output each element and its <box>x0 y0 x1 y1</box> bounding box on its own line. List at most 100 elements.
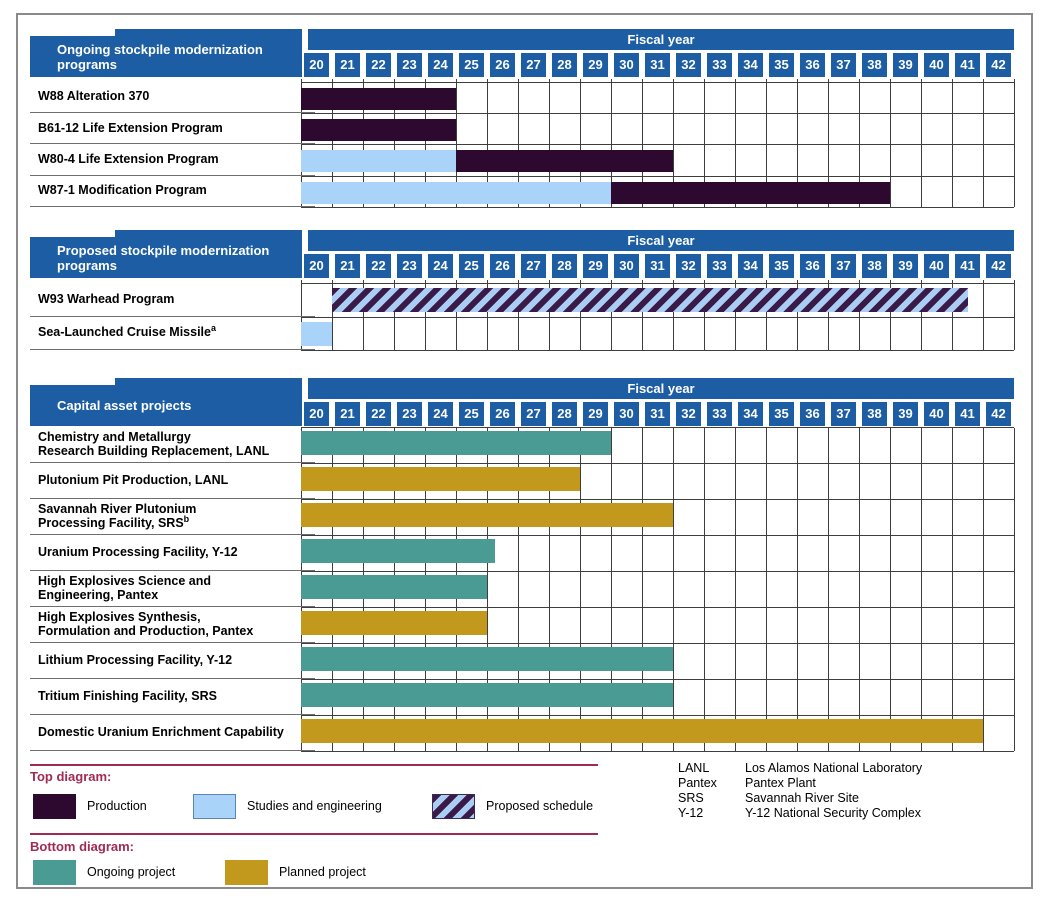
grid-line-vertical <box>580 280 581 350</box>
grid-line-horizontal <box>301 499 1014 500</box>
legend-swatch-production <box>33 794 76 819</box>
grid-line-horizontal <box>301 113 1014 115</box>
grid-line-vertical <box>518 428 519 751</box>
fiscal-year-cell: 30 <box>614 254 639 278</box>
grid-line-vertical <box>487 280 488 350</box>
legend-item: Proposed schedule <box>432 794 662 819</box>
fiscal-year-cell: 33 <box>707 402 732 426</box>
gantt-bar-ongoing <box>301 431 611 455</box>
fiscal-year-cell: 30 <box>614 53 639 77</box>
grid-line-vertical <box>921 280 922 350</box>
grid-line-horizontal <box>301 175 1014 177</box>
grid-line-horizontal <box>301 463 1014 464</box>
row-label: W80-4 Life Extension Program <box>38 151 219 166</box>
fiscal-year-cell: 33 <box>707 53 732 77</box>
row-label-cell: High Explosives Synthesis, Formulation an… <box>30 607 315 643</box>
grid-line-vertical <box>704 280 705 350</box>
fiscal-year-cell: 24 <box>428 402 453 426</box>
grid-line-vertical <box>363 79 364 207</box>
row-label: High Explosives Science and Engineering, … <box>38 574 211 602</box>
fiscal-year-cell: 41 <box>955 402 980 426</box>
grid-line-vertical <box>673 428 674 751</box>
fiscal-year-cell: 29 <box>583 254 608 278</box>
grid-line-vertical <box>332 79 333 207</box>
legend-label: Planned project <box>279 865 366 879</box>
fiscal-year-cell: 35 <box>769 53 794 77</box>
gantt-bar-proposed <box>332 288 968 312</box>
row-label: W93 Warhead Program <box>38 291 175 306</box>
grid-line-vertical <box>828 79 829 207</box>
grid-line-vertical <box>487 428 488 751</box>
row-label: Tritium Finishing Facility, SRS <box>38 688 217 703</box>
grid-line-vertical <box>766 79 767 207</box>
grid-line-horizontal <box>301 316 1014 318</box>
fiscal-year-label: Fiscal year <box>627 32 695 47</box>
grid-line-vertical <box>394 79 395 207</box>
fiscal-year-cell: 29 <box>583 402 608 426</box>
legend-item: Studies and engineering <box>193 794 423 819</box>
gantt-bar-production <box>456 150 673 173</box>
abbreviation-definition: Los Alamos National Laboratory <box>745 761 923 775</box>
grid-line-vertical <box>611 428 612 751</box>
grid-line-vertical <box>425 280 426 350</box>
fiscal-year-cell: 25 <box>459 53 484 77</box>
grid-line-vertical <box>549 428 550 751</box>
fiscal-year-cell: 26 <box>490 53 515 77</box>
legend-swatch-ongoing <box>33 860 76 885</box>
grid-line-vertical <box>301 280 302 350</box>
fiscal-year-cell: 21 <box>335 402 360 426</box>
fiscal-year-cell: 32 <box>676 254 701 278</box>
fiscal-year-cell: 31 <box>645 53 670 77</box>
grid-line-vertical <box>642 428 643 751</box>
grid-line-vertical <box>828 428 829 751</box>
row-label-cell: Plutonium Pit Production, LANL <box>30 463 315 499</box>
grid-line-horizontal <box>301 206 1014 208</box>
fiscal-year-cell: 36 <box>800 254 825 278</box>
fiscal-year-cell: 25 <box>459 254 484 278</box>
fiscal-year-cell: 22 <box>366 402 391 426</box>
grid-line-vertical <box>487 79 488 207</box>
grid-line-vertical <box>642 79 643 207</box>
row-label: Plutonium Pit Production, LANL <box>38 472 229 487</box>
fiscal-year-cell: 27 <box>521 53 546 77</box>
fiscal-year-cell: 23 <box>397 402 422 426</box>
grid-line-horizontal <box>301 679 1014 680</box>
fiscal-year-cell: 35 <box>769 254 794 278</box>
fiscal-year-cell: 21 <box>335 254 360 278</box>
fiscal-year-cell: 27 <box>521 254 546 278</box>
gantt-bar-studies <box>301 321 332 346</box>
fiscal-year-cell: 26 <box>490 254 515 278</box>
grid-line-vertical <box>1014 428 1015 751</box>
legend-divider-bottom <box>30 833 598 835</box>
fiscal-year-cell: 21 <box>335 53 360 77</box>
gantt-bar-ongoing <box>301 539 495 563</box>
legend-label: Proposed schedule <box>486 799 594 813</box>
fiscal-year-band: Fiscal year <box>308 29 1014 50</box>
grid-line-vertical <box>673 280 674 350</box>
legend-item: Production <box>33 794 263 819</box>
fiscal-year-cell: 32 <box>676 53 701 77</box>
fiscal-year-cell: 41 <box>955 254 980 278</box>
grid-line-vertical <box>890 280 891 350</box>
gantt-bar-ongoing <box>301 683 673 707</box>
legend-label: Studies and engineering <box>247 799 382 813</box>
footnote-marker: a <box>210 322 216 333</box>
grid-line-vertical <box>611 280 612 350</box>
fiscal-year-cell: 39 <box>893 254 918 278</box>
grid-line-vertical <box>797 428 798 751</box>
grid-line-vertical <box>828 280 829 350</box>
grid-line-vertical <box>673 79 674 207</box>
grid-line-vertical <box>921 428 922 751</box>
abbreviation-key: Y-12 <box>678 806 704 820</box>
fiscal-year-cell: 29 <box>583 53 608 77</box>
fiscal-year-cell: 31 <box>645 402 670 426</box>
row-label: B61-12 Life Extension Program <box>38 120 223 135</box>
abbreviation-key: SRS <box>678 791 704 805</box>
fiscal-year-cell: 32 <box>676 402 701 426</box>
fiscal-year-cell: 42 <box>986 254 1011 278</box>
fiscal-year-band: Fiscal year <box>308 230 1014 251</box>
fiscal-year-cell: 24 <box>428 254 453 278</box>
grid-line-horizontal <box>301 535 1014 536</box>
row-label: W88 Alteration 370 <box>38 89 150 104</box>
fiscal-year-cell: 31 <box>645 254 670 278</box>
